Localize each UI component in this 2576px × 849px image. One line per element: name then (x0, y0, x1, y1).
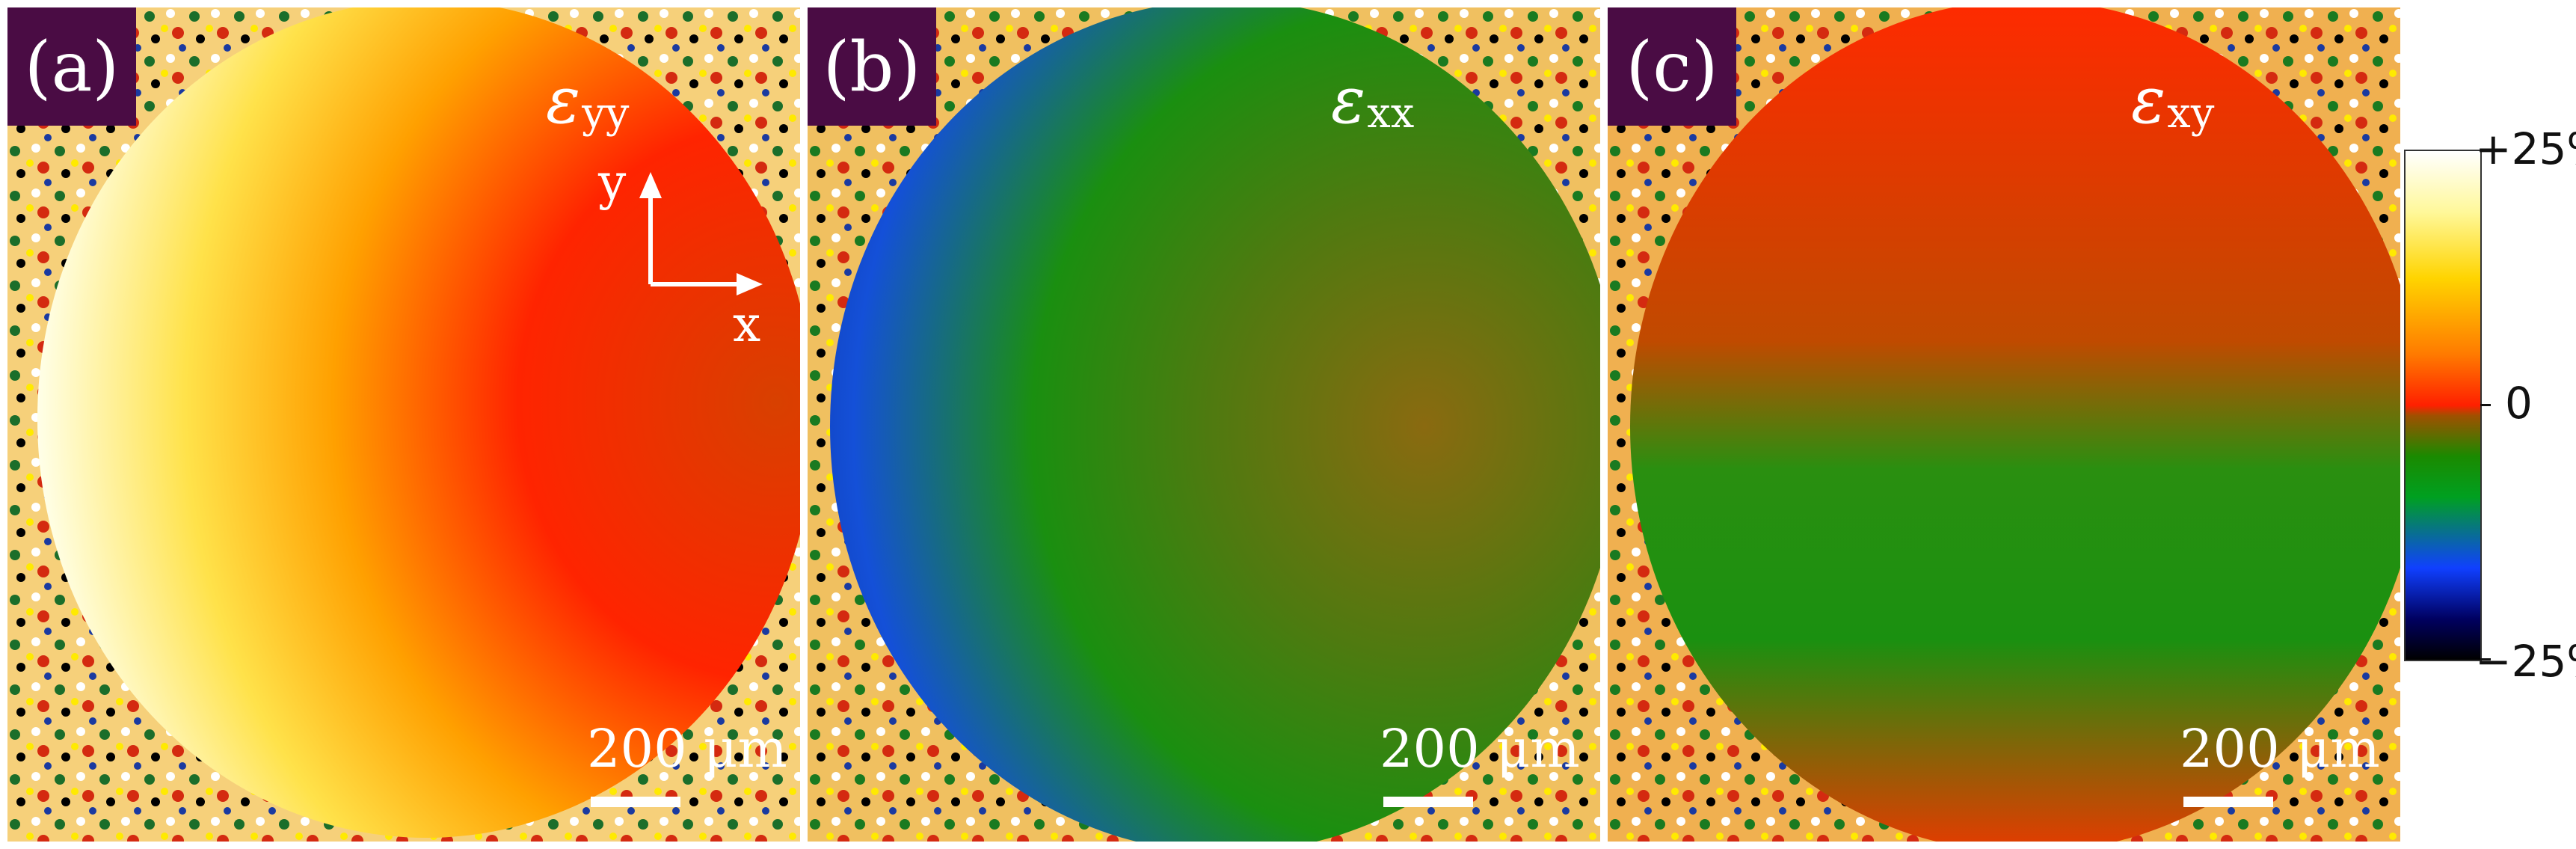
panel-label: (b) (808, 7, 936, 126)
colorbar-mid-label: 0 (2505, 378, 2533, 429)
colorbar-tick-max (2480, 150, 2491, 152)
strain-symbol: εxx (1331, 64, 1414, 138)
colorbar-tick-min (2480, 658, 2491, 660)
scale-label: 200 μm (2180, 718, 2380, 779)
x-axis-label: x (733, 295, 761, 353)
colorbar (2404, 150, 2482, 661)
strain-map-eyy (7, 7, 800, 842)
panel-label: (c) (1608, 7, 1736, 126)
colorbar-max-label: +25% (2475, 123, 2576, 174)
scale-bar (1383, 797, 1473, 807)
colorbar-min-label: −25% (2475, 636, 2576, 687)
strain-subscript: xy (2167, 89, 2215, 138)
scale-label: 200 μm (587, 718, 787, 779)
strain-subscript: xx (1367, 89, 1415, 138)
scale-label: 200 μm (1380, 718, 1580, 779)
scale-bar (2183, 797, 2273, 807)
panel-label: (a) (7, 7, 136, 126)
y-axis-label: y (598, 153, 627, 211)
scale-bar (591, 797, 680, 807)
strain-symbol-char: ε (2131, 64, 2166, 138)
panel-c: (c) εxy 200 μm (1608, 7, 2400, 842)
strain-map-exx (808, 7, 1600, 842)
colorbar-tick-mid (2480, 404, 2491, 406)
strain-symbol: εxy (2131, 64, 2214, 138)
panel-a: (a) εyy y x 200 μm (7, 7, 800, 842)
panel-b: (b) εxx 200 μm (808, 7, 1600, 842)
strain-symbol-char: ε (1331, 64, 1366, 138)
strain-subscript: yy (582, 89, 630, 138)
strain-symbol-char: ε (546, 64, 581, 138)
strain-symbol: εyy (546, 64, 629, 138)
strain-map-exy (1608, 7, 2400, 842)
